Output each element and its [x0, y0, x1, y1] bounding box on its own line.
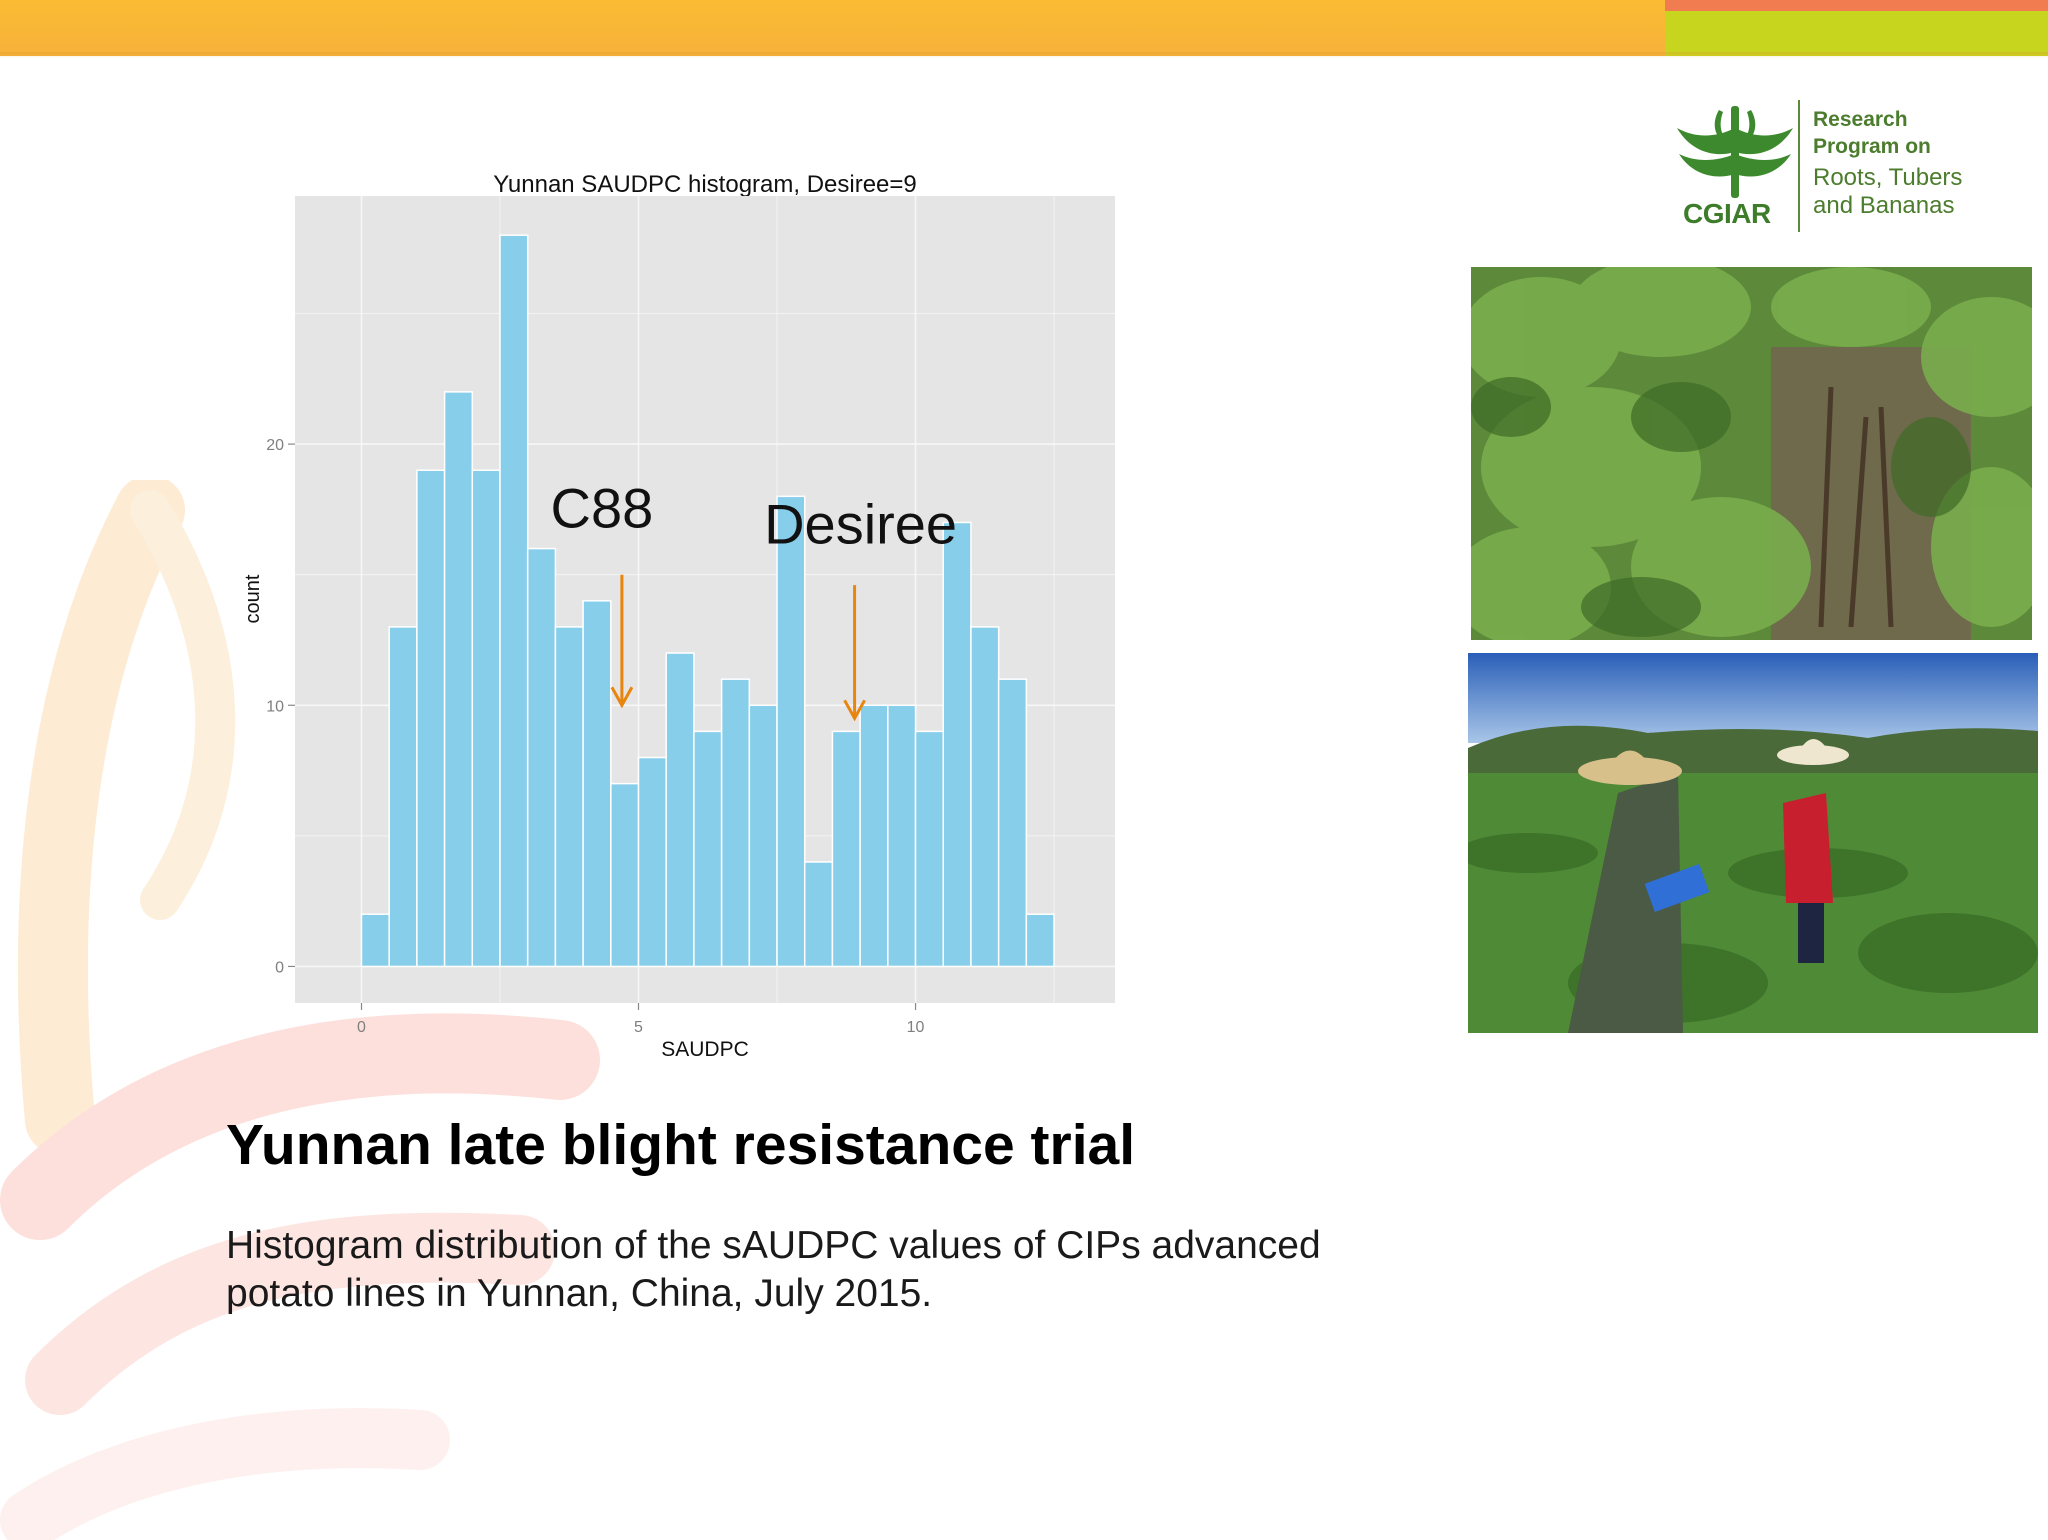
- histogram-bar: [471, 469, 501, 968]
- histogram-bar: [360, 913, 390, 968]
- y-tick-label: 20: [266, 437, 284, 454]
- histogram-bar: [388, 626, 418, 968]
- x-axis-label: SAUDPC: [661, 1038, 749, 1061]
- histogram-bar: [831, 730, 861, 968]
- background-watermark-graphic: [0, 480, 600, 1540]
- histogram-bar: [887, 704, 917, 968]
- histogram-bar: [970, 626, 1000, 968]
- histogram-bar: [610, 782, 640, 968]
- annotation-label-desiree: Desiree: [764, 492, 957, 555]
- top-banner-shadow: [0, 52, 2048, 58]
- y-tick-label: 0: [275, 959, 284, 976]
- histogram-bar: [942, 521, 972, 968]
- histogram-bar: [776, 495, 806, 968]
- histogram-bar: [720, 678, 751, 968]
- annotation-arrowhead: [610, 686, 634, 709]
- histogram-bar: [526, 547, 557, 968]
- logo-org-name: CGIAR: [1683, 198, 1771, 229]
- cgiar-rtb-logo: CGIAR Research Program on Roots, Tubers …: [1665, 98, 1995, 248]
- top-banner-yellow: [0, 0, 1665, 56]
- top-banner-orange: [1665, 0, 2048, 11]
- photo-potato-plants: [1471, 267, 2032, 640]
- wheat-emblem-icon: [1677, 106, 1793, 198]
- histogram-bar: [997, 678, 1028, 968]
- histogram-bar: [1025, 913, 1055, 968]
- y-tick-label: 10: [266, 698, 284, 715]
- slide-description-line-2: potato lines in Yunnan, China, July 2015…: [226, 1272, 933, 1315]
- top-banner-green: [1665, 11, 2048, 56]
- x-tick-label: 10: [907, 1019, 925, 1036]
- logo-divider: [1798, 100, 1800, 232]
- histogram-bar: [693, 730, 723, 968]
- histogram-bar: [554, 626, 584, 968]
- logo-line-bananas: and Bananas: [1813, 192, 1955, 219]
- histogram-chart: Yunnan SAUDPC histogram, Desiree=9 count…: [242, 171, 1115, 1061]
- annotation-label-c88: C88: [551, 477, 654, 540]
- histogram-bar: [637, 756, 667, 968]
- histogram-bar: [914, 730, 944, 968]
- slide-description-line-1: Histogram distribution of the sAUDPC val…: [226, 1224, 1321, 1267]
- photo-field-researchers: [1468, 653, 2038, 1033]
- x-tick-label: 5: [634, 1019, 643, 1036]
- chart-title: Yunnan SAUDPC histogram, Desiree=9: [493, 171, 917, 198]
- annotation-arrowhead: [843, 699, 866, 722]
- slide-title: Yunnan late blight resistance trial: [226, 1113, 1136, 1177]
- histogram-bar: [859, 704, 889, 968]
- histogram-bar: [443, 391, 474, 968]
- x-tick-label: 0: [357, 1019, 366, 1036]
- histogram-bar: [499, 234, 529, 968]
- histogram-bar: [416, 469, 446, 968]
- histogram-bar: [665, 652, 695, 968]
- histogram-bar: [582, 600, 612, 968]
- slide-description: Histogram distribution of the sAUDPC val…: [226, 1222, 1426, 1318]
- histogram-bar: [803, 861, 834, 968]
- logo-line-research: Research: [1813, 108, 1908, 131]
- logo-line-roots: Roots, Tubers: [1813, 164, 1963, 191]
- histogram-bar: [748, 704, 778, 968]
- logo-line-program: Program on: [1813, 135, 1931, 158]
- y-axis-label: count: [242, 574, 264, 623]
